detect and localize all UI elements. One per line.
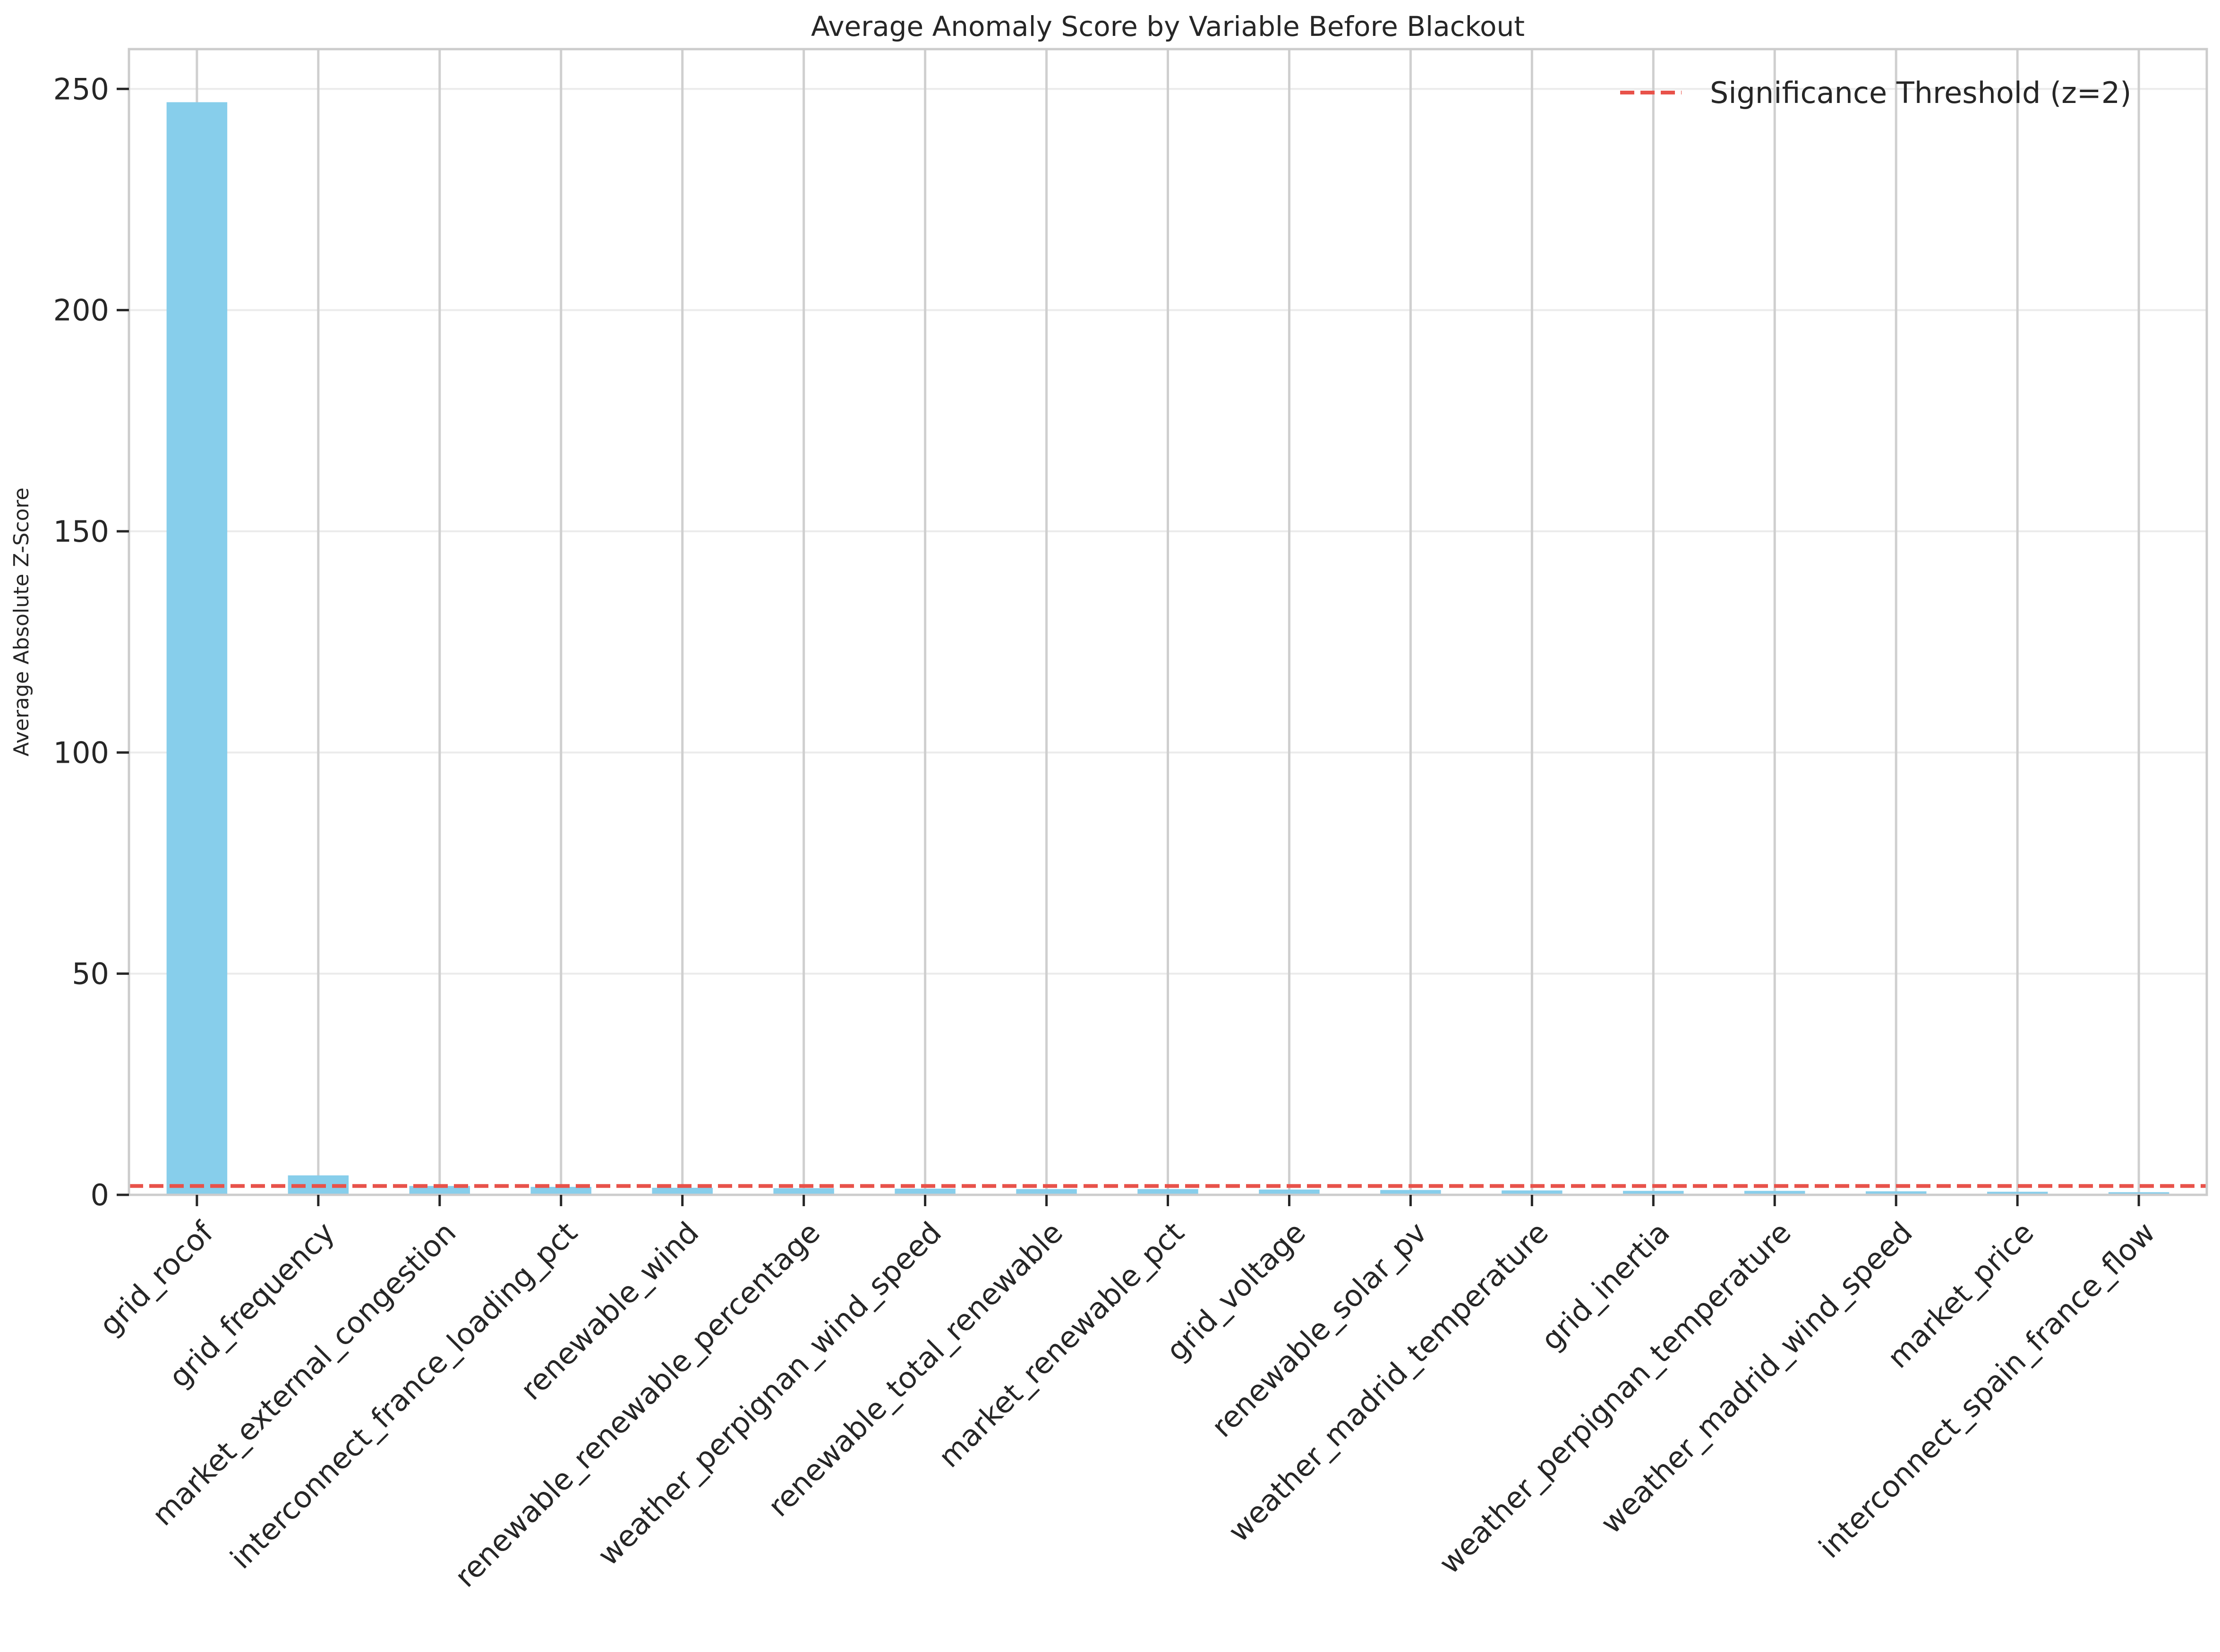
x-tick-label-market_renewable_pct: market_renewable_pct — [931, 1215, 1191, 1474]
bar-grid_rocof — [166, 102, 228, 1195]
bar-renewable_solar_pv — [1380, 1190, 1441, 1195]
chart-title: Average Anomaly Score by Variable Before… — [811, 10, 1525, 43]
y-tick-label: 150 — [53, 514, 109, 549]
bar-weather_madrid_wind_speed — [1865, 1191, 1927, 1195]
bar-renewable_renewable_percentage — [773, 1188, 834, 1195]
y-axis-ticks: 0 50 100 150 200 250 — [53, 72, 129, 1212]
bar-weather_perpignan_temperature — [1744, 1191, 1805, 1195]
x-tick-label-grid_rocof: grid_rocof — [93, 1214, 221, 1342]
legend-threshold-label: Significance Threshold (z=2) — [1710, 76, 2131, 110]
bar-renewable_total_renewable — [1016, 1189, 1077, 1195]
grid — [129, 49, 2207, 1196]
bar-market_external_congestion — [409, 1186, 470, 1195]
bar-interconnect_france_loading_pct — [530, 1187, 591, 1195]
bar-weather_perpignan_wind_speed — [895, 1188, 956, 1195]
bar-market_price — [1987, 1192, 2048, 1195]
x-tick-label-renewable_solar_pv: renewable_solar_pv — [1205, 1215, 1434, 1444]
bars — [166, 102, 2169, 1195]
bar-grid_inertia — [1623, 1191, 1684, 1195]
y-tick-label: 200 — [53, 293, 109, 328]
y-tick-label: 100 — [53, 735, 109, 770]
bar-weather_madrid_temperature — [1502, 1190, 1563, 1195]
y-tick-label: 50 — [72, 957, 109, 991]
legend: Significance Threshold (z=2) — [1620, 76, 2131, 110]
bar-interconnect_spain_france_flow — [2108, 1192, 2169, 1195]
bar-renewable_wind — [652, 1188, 713, 1195]
y-tick-label: 0 — [91, 1178, 109, 1212]
y-axis-label: Average Absolute Z-Score — [9, 487, 34, 756]
y-tick-label: 250 — [53, 72, 109, 106]
bar-grid_voltage — [1259, 1189, 1320, 1195]
bar-market_renewable_pct — [1137, 1189, 1198, 1195]
x-axis-ticks: grid_rocofgrid_frequencymarket_external_… — [93, 1195, 2162, 1594]
